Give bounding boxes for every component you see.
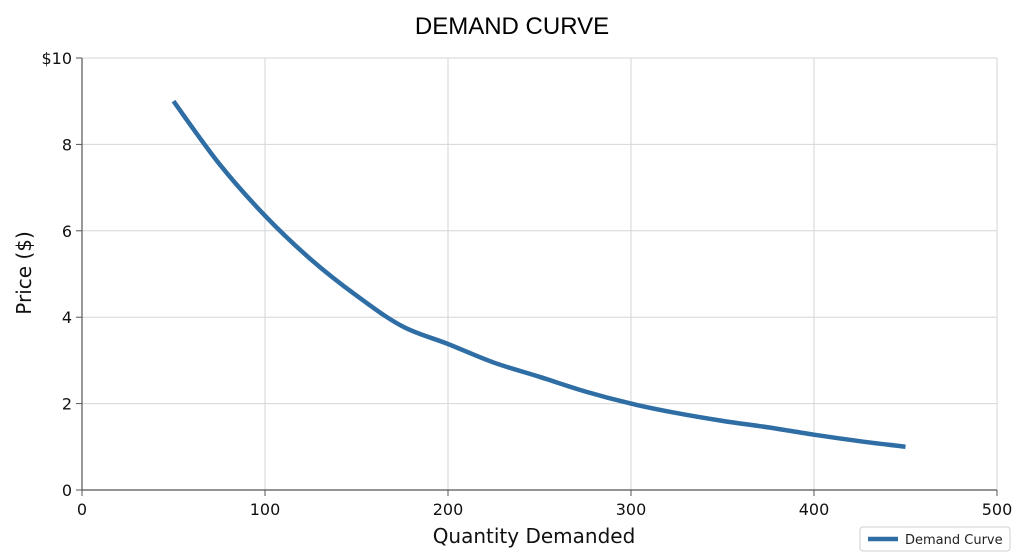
x-tick-label: 0 — [77, 500, 87, 519]
y-tick-label: $10 — [41, 49, 72, 68]
demand-curve-line — [171, 99, 906, 450]
y-axis-label: Price ($) — [12, 231, 36, 314]
x-tick-label: 500 — [982, 500, 1013, 519]
y-tick-label: 8 — [62, 135, 72, 154]
x-tick-label: 100 — [250, 500, 281, 519]
x-tick-label: 300 — [616, 500, 647, 519]
y-tick-label: 0 — [62, 481, 72, 500]
x-tick-label: 400 — [799, 500, 830, 519]
y-tick-label: 4 — [62, 308, 72, 327]
x-axis-label: Quantity Demanded — [433, 524, 636, 548]
chart-title: DEMAND CURVE — [415, 13, 609, 40]
legend-label: Demand Curve — [905, 533, 1003, 548]
y-tick-label: 6 — [62, 222, 72, 241]
legend: Demand Curve — [859, 526, 1011, 552]
x-tick-label: 200 — [433, 500, 464, 519]
y-tick-label: 2 — [62, 395, 72, 414]
legend-box — [859, 526, 1011, 552]
